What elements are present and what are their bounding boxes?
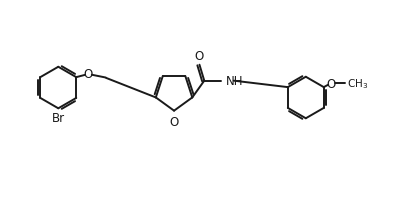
Text: O: O: [326, 77, 336, 90]
Text: Br: Br: [52, 112, 65, 125]
Text: O: O: [84, 68, 93, 81]
Text: NH: NH: [225, 74, 243, 87]
Text: CH$_3$: CH$_3$: [346, 77, 368, 91]
Text: O: O: [170, 115, 179, 128]
Text: O: O: [194, 49, 204, 62]
